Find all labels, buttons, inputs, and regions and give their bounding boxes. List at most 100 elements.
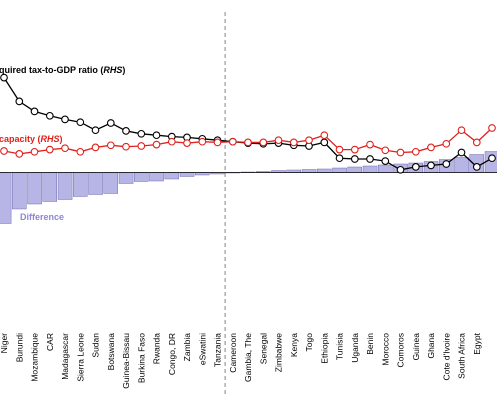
tick-label: Cote d'Ivoire: [441, 333, 451, 381]
difference-bar: [149, 172, 164, 182]
tick-label: Congo, DR: [167, 333, 177, 375]
tick-label: Kenya: [289, 333, 299, 357]
capacity-point: [76, 147, 85, 156]
capacity-point: [289, 138, 298, 147]
tick-label: Burkina Faso: [136, 333, 146, 383]
difference-bar: [317, 168, 332, 173]
capacity-point: [228, 137, 237, 146]
required-point: [76, 118, 85, 127]
required-point: [15, 97, 24, 106]
capacity-point: [442, 139, 451, 148]
capacity-point: [15, 150, 24, 158]
tick-label: Ghana: [426, 333, 436, 359]
required-point: [122, 127, 130, 135]
capacity-series-label: capacity (RHS): [0, 134, 63, 144]
capacity-point: [137, 142, 146, 150]
capacity-point: [411, 147, 420, 156]
difference-bar: [378, 164, 393, 173]
capacity-point: [45, 145, 54, 154]
tick-label: Guinea-Bissau: [121, 333, 131, 389]
capacity-point: [122, 142, 130, 151]
difference-bar: [27, 172, 42, 205]
capacity-point: [244, 138, 252, 147]
difference-bar: [42, 172, 58, 202]
capacity-point: [488, 124, 496, 132]
line-series: [0, 73, 496, 174]
tick-label: Niger: [0, 333, 9, 353]
capacity-point: [350, 145, 359, 154]
difference-bar: [118, 172, 134, 184]
capacity-point: [259, 138, 268, 147]
difference-bar: [179, 172, 195, 177]
tick-label: Guinea: [411, 333, 421, 361]
difference-bar: [133, 172, 149, 182]
required-point: [472, 163, 481, 171]
required-point: [411, 163, 420, 171]
tick-label: Madagascar: [60, 333, 70, 380]
capacity-point: [183, 139, 191, 147]
capacity-point: [0, 147, 8, 155]
required-point: [335, 154, 344, 163]
difference-bar: [347, 166, 363, 173]
tick-label: Senegal: [258, 333, 268, 364]
required-point: [366, 155, 374, 163]
difference-bar: [164, 172, 179, 180]
required-point: [61, 115, 69, 124]
tick-label: Benin: [365, 333, 375, 355]
required-point: [45, 111, 54, 120]
difference-bar: [332, 167, 347, 173]
required-point: [427, 161, 435, 170]
capacity-point: [472, 138, 481, 147]
difference-bars: [0, 151, 497, 224]
difference-bar: [301, 169, 317, 173]
capacity-point: [381, 146, 390, 155]
capacity-point: [106, 141, 115, 150]
tick-label: South Africa: [457, 333, 467, 379]
capacity-point: [30, 147, 39, 156]
tick-label: Ethiopia: [319, 333, 329, 364]
capacity-point: [335, 145, 344, 154]
capacity-point: [427, 143, 435, 152]
required-point: [442, 160, 451, 168]
tick-label: Rwanda: [152, 333, 162, 364]
capacity-point: [213, 138, 222, 147]
tick-label: Tunisia: [335, 333, 345, 360]
tick-label: Egypt: [472, 332, 482, 354]
capacity-point: [198, 137, 207, 146]
tick-label: Sierra Leone: [75, 333, 85, 382]
capacity-point: [366, 140, 374, 149]
tick-label: Morocco: [380, 333, 390, 366]
tick-label: eSwatini: [197, 333, 207, 365]
tick-label: Uganda: [350, 333, 360, 363]
capacity-point: [91, 143, 100, 152]
required-point: [381, 157, 390, 165]
capacity-point: [152, 140, 161, 149]
required-point: [91, 126, 100, 135]
tick-label: CAR: [45, 333, 55, 351]
difference-bar: [0, 172, 12, 224]
required-point: [457, 148, 466, 157]
difference-bar: [57, 172, 73, 200]
difference-bar: [11, 172, 27, 210]
required-point: [30, 107, 39, 116]
capacity-point: [396, 148, 405, 157]
tick-label: Botswana: [106, 333, 116, 371]
tick-label: Mozambique: [30, 333, 40, 382]
tick-label: Zambia: [182, 333, 192, 362]
capacity-point: [457, 126, 466, 135]
capacity-point: [167, 137, 176, 146]
tick-label: Cameroon: [228, 333, 238, 373]
difference-bar: [88, 172, 103, 195]
tick-label: Togo: [304, 333, 314, 352]
required-point: [488, 154, 496, 163]
x-axis-tick-labels: Niger Burundi Mozambique CAR Madagascar Sierr…: [0, 332, 482, 388]
difference-bar: [72, 172, 88, 197]
tick-label: Zimbabwe: [274, 333, 284, 372]
difference-bar: [362, 165, 378, 173]
capacity-point: [320, 131, 329, 140]
capacity-point: [305, 136, 313, 145]
required-point: [320, 138, 329, 147]
required-point: [350, 155, 359, 163]
difference-bar: [103, 172, 118, 194]
required-point: [137, 129, 146, 138]
